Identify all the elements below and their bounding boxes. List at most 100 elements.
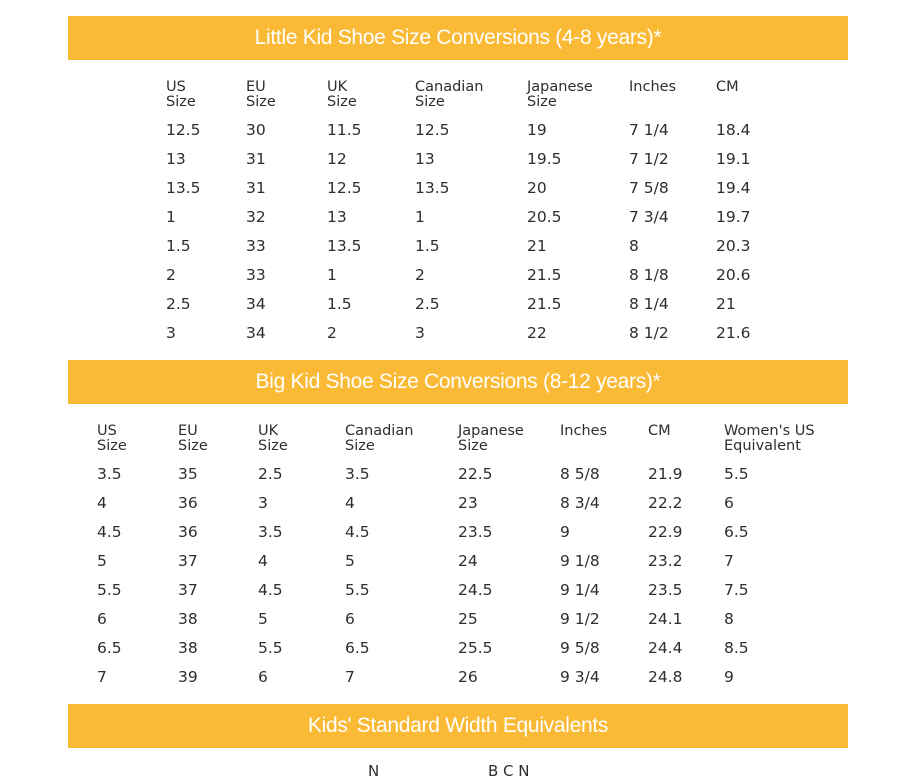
table-cell: 2 [166,266,176,284]
table-cell: 9 [560,523,570,541]
little-kid-banner: Little Kid Shoe Size Conversions (4-8 ye… [68,16,848,60]
table-cell: 6.5 [97,639,122,657]
table-cell: 5 [258,610,268,628]
table-cell: 4 [345,494,355,512]
table-cell: 21.9 [648,465,683,483]
column-header: EU Size [178,423,208,454]
table-cell: 13.5 [415,179,450,197]
table-cell: 23.5 [648,581,683,599]
table-cell: 13 [327,208,347,226]
table-cell: 3.5 [258,523,283,541]
table-cell: 21.5 [527,295,562,313]
table-cell: 6 [258,668,268,686]
table-cell: 2.5 [258,465,283,483]
table-cell: 4 [258,552,268,570]
table-cell: 9 [724,668,734,686]
table-cell: 8 [724,610,734,628]
table-cell: 6 [345,610,355,628]
table-cell: 13 [415,150,435,168]
table-cell: 7 1/4 [629,121,669,139]
table-cell: 2.5 [166,295,191,313]
table-cell: 5 [97,552,107,570]
table-cell: 31 [246,179,266,197]
table-cell: 26 [458,668,478,686]
table-cell: 4.5 [345,523,370,541]
column-header: CM [648,423,671,439]
column-header: Women's US Equivalent [724,423,815,454]
column-header: US Size [97,423,127,454]
table-cell: 8 3/4 [560,494,600,512]
table-cell: 8 1/4 [629,295,669,313]
table-cell: 3 [166,324,176,342]
table-cell: 23.5 [458,523,493,541]
column-header: CM [716,79,739,95]
column-header: Inches [560,423,608,439]
table-cell: 2 [415,266,425,284]
table-cell: 9 1/2 [560,610,600,628]
table-cell: 35 [178,465,198,483]
table-cell: 1 [415,208,425,226]
big-kid-banner: Big Kid Shoe Size Conversions (8-12 year… [68,360,848,404]
table-cell: 21.5 [527,266,562,284]
table-cell: 24.5 [458,581,493,599]
table-cell: 8 5/8 [560,465,600,483]
table-cell: 37 [178,552,198,570]
table-cell: 5.5 [97,581,122,599]
table-cell: 34 [246,295,266,313]
table-cell: 22.5 [458,465,493,483]
table-cell: 24.1 [648,610,683,628]
table-cell: 4 [97,494,107,512]
table-cell: 3 [258,494,268,512]
table-cell: 31 [246,150,266,168]
table-cell: 25 [458,610,478,628]
table-cell: 5.5 [724,465,749,483]
table-cell: 13.5 [327,237,362,255]
table-cell: 7 5/8 [629,179,669,197]
table-cell: 1.5 [166,237,191,255]
table-cell: 19.1 [716,150,751,168]
column-header: Japanese Size [527,79,593,110]
table-cell: 1.5 [327,295,352,313]
table-cell: 5 [345,552,355,570]
table-cell: 18.4 [716,121,751,139]
table-cell: 4.5 [97,523,122,541]
table-cell: 38 [178,639,198,657]
table-cell: 7 1/2 [629,150,669,168]
table-cell: 1 [327,266,337,284]
table-cell: 3.5 [97,465,122,483]
column-header: Inches [629,79,677,95]
table-cell: 23.2 [648,552,683,570]
table-cell: 4.5 [258,581,283,599]
width-label: N [368,762,380,780]
table-cell: 7 3/4 [629,208,669,226]
column-header: US Size [166,79,196,110]
table-cell: 23 [458,494,478,512]
table-cell: 7.5 [724,581,749,599]
table-cell: 9 3/4 [560,668,600,686]
table-cell: 8 1/2 [629,324,669,342]
table-cell: 19.7 [716,208,751,226]
table-cell: 7 [97,668,107,686]
table-cell: 5.5 [345,581,370,599]
table-cell: 39 [178,668,198,686]
table-cell: 8 1/8 [629,266,669,284]
table-cell: 7 [724,552,734,570]
table-cell: 30 [246,121,266,139]
table-cell: 22 [527,324,547,342]
column-header: Japanese Size [458,423,524,454]
column-header: UK Size [327,79,357,110]
table-cell: 36 [178,523,198,541]
table-cell: 19 [527,121,547,139]
table-cell: 13 [166,150,186,168]
table-cell: 8 [629,237,639,255]
table-cell: 6.5 [345,639,370,657]
table-cell: 6 [724,494,734,512]
table-cell: 21.6 [716,324,751,342]
table-cell: 2.5 [415,295,440,313]
table-cell: 6 [97,610,107,628]
table-cell: 2 [327,324,337,342]
table-cell: 9 1/4 [560,581,600,599]
table-cell: 12.5 [415,121,450,139]
table-cell: 6.5 [724,523,749,541]
table-cell: 22.2 [648,494,683,512]
